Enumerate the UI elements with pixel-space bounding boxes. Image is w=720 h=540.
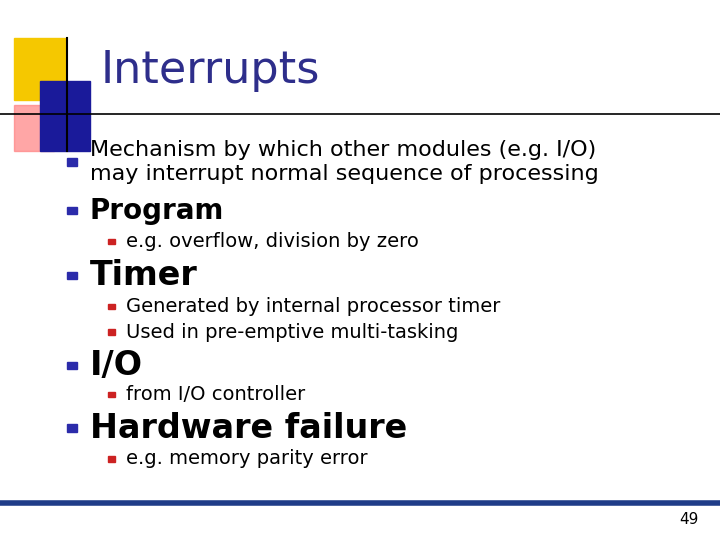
Bar xyxy=(67,424,77,432)
Text: Used in pre-emptive multi-tasking: Used in pre-emptive multi-tasking xyxy=(126,322,459,342)
Text: Mechanism by which other modules (e.g. I/O)
may interrupt normal sequence of pro: Mechanism by which other modules (e.g. I… xyxy=(90,140,599,184)
Bar xyxy=(67,362,77,369)
Bar xyxy=(67,158,77,166)
Bar xyxy=(40,81,90,151)
Text: 49: 49 xyxy=(679,511,698,526)
Bar xyxy=(108,239,115,244)
Text: Interrupts: Interrupts xyxy=(101,49,320,92)
Bar xyxy=(108,392,115,397)
Bar xyxy=(108,456,115,462)
Bar xyxy=(14,38,65,100)
Bar xyxy=(67,272,77,279)
Text: e.g. memory parity error: e.g. memory parity error xyxy=(126,449,368,469)
Text: I/O: I/O xyxy=(90,349,143,382)
Text: Program: Program xyxy=(90,197,225,225)
Text: Hardware failure: Hardware failure xyxy=(90,411,408,445)
Text: e.g. overflow, division by zero: e.g. overflow, division by zero xyxy=(126,232,419,251)
Text: Timer: Timer xyxy=(90,259,198,292)
Bar xyxy=(108,304,115,309)
Text: from I/O controller: from I/O controller xyxy=(126,384,305,404)
Bar xyxy=(67,207,77,214)
Bar xyxy=(108,329,115,335)
Bar xyxy=(14,105,54,151)
Text: Generated by internal processor timer: Generated by internal processor timer xyxy=(126,297,500,316)
